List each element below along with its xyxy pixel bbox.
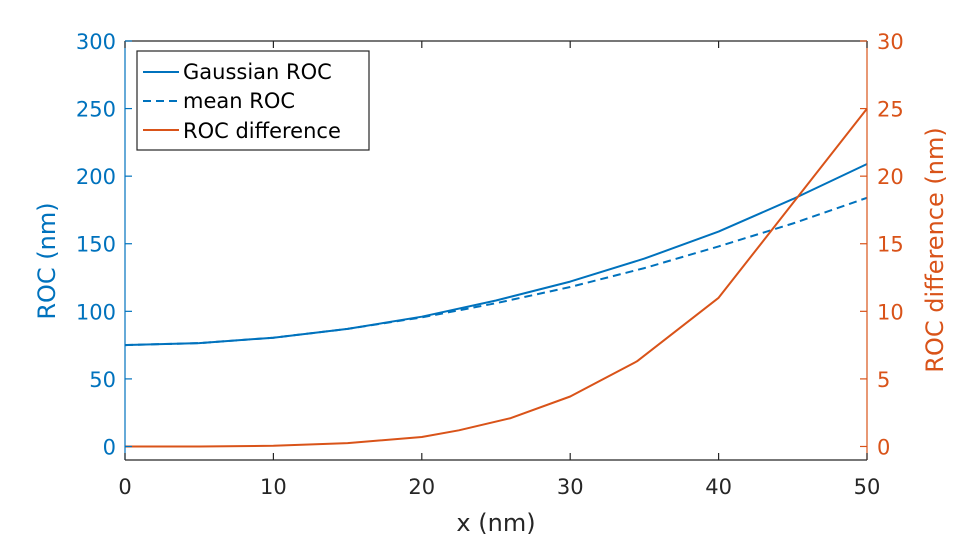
legend-label-gaussian-roc: Gaussian ROC: [183, 60, 332, 84]
legend: Gaussian ROC mean ROC ROC difference: [136, 50, 370, 151]
x-tick-label: 30: [557, 475, 584, 499]
left-y-tick-label: 100: [76, 300, 116, 324]
left-y-tick-label: 250: [76, 98, 116, 122]
legend-label-mean-roc: mean ROC: [183, 89, 295, 113]
series-line-mean-roc: [124, 196, 868, 347]
left-y-axis-label: ROC (nm): [33, 202, 61, 319]
right-y-tick-label: 25: [877, 98, 904, 122]
left-y-tick-label: 300: [76, 30, 116, 54]
x-tick-label: 0: [118, 475, 131, 499]
x-tick-label: 20: [408, 475, 435, 499]
series-layer: [124, 107, 868, 448]
right-y-tick-label: 30: [877, 30, 904, 54]
right-y-tick-label: 20: [877, 165, 904, 189]
x-tick-label: 50: [854, 475, 881, 499]
right-y-axis-label: ROC difference (nm): [921, 127, 949, 372]
right-y-tick-label: 0: [877, 435, 890, 459]
right-y-tick-label: 5: [877, 368, 890, 392]
ticks-layer: 0 10 20 30 40 50 0 50 100 150 200 250 300 0 5 10 15 20 25 3…: [76, 30, 904, 499]
axes-layer: [124, 40, 868, 461]
x-tick-label: 10: [260, 475, 287, 499]
left-y-tick-label: 50: [89, 368, 116, 392]
left-y-tick-label: 200: [76, 165, 116, 189]
series-line-gaussian-roc: [124, 163, 868, 347]
right-y-tick-label: 10: [877, 300, 904, 324]
legend-label-roc-difference: ROC difference: [183, 119, 341, 143]
series-line-roc-difference: [125, 107, 868, 448]
left-y-tick-label: 0: [103, 435, 116, 459]
right-y-tick-label: 15: [877, 233, 904, 257]
x-axis-label: x (nm): [456, 509, 535, 537]
left-y-tick-label: 150: [76, 233, 116, 257]
x-tick-label: 40: [705, 475, 732, 499]
